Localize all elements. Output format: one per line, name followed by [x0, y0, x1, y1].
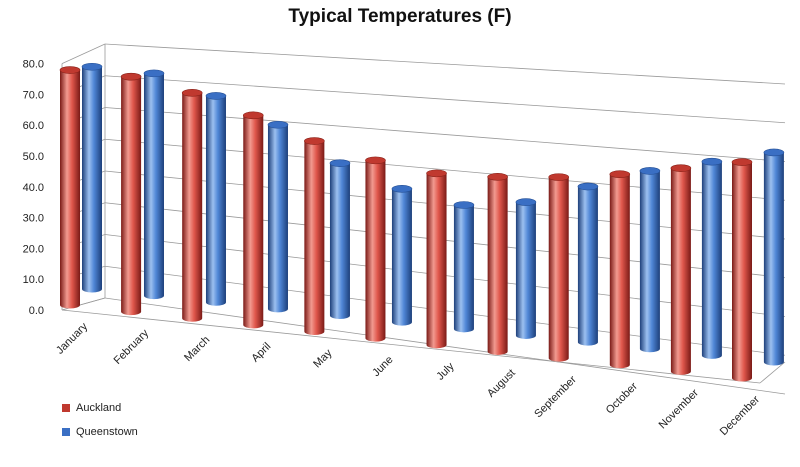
legend-label-auckland: Auckland [76, 402, 122, 414]
gridline [104, 75, 786, 124]
y-tick-label: 10.0 [23, 274, 44, 286]
legend-item-queenstown: Queenstown [62, 426, 138, 438]
y-tick-label: 20.0 [23, 243, 44, 255]
y-tick-label: 0.0 [29, 305, 44, 317]
legend-label-queenstown: Queenstown [76, 426, 138, 438]
chart-title: Typical Temperatures (F) [288, 6, 512, 27]
y-tick-label: 50.0 [23, 151, 44, 163]
bar-queenstown-december [763, 148, 785, 366]
bar-auckland-october [609, 170, 631, 369]
x-tick-label: June [370, 354, 395, 379]
bar-queenstown-july [453, 201, 475, 333]
x-tick-label: September [532, 373, 579, 420]
x-tick-label: January [54, 320, 91, 357]
bar-auckland-july [426, 169, 447, 349]
legend-item-auckland: Auckland [62, 402, 121, 414]
bar-auckland-november [670, 164, 692, 375]
bar-auckland-september [548, 173, 570, 362]
bar-queenstown-june [391, 185, 413, 326]
y-tick-label: 70.0 [23, 89, 44, 101]
bar-auckland-may [304, 137, 325, 336]
gridline-side [61, 43, 106, 64]
x-tick-label: August [485, 367, 518, 400]
bar-queenstown-february [143, 69, 165, 300]
bar-queenstown-january [81, 62, 103, 293]
bar-queenstown-september [577, 182, 599, 346]
bar-auckland-february [120, 72, 142, 316]
x-tick-label: February [112, 327, 152, 367]
gridline [104, 43, 786, 85]
bar-queenstown-may [329, 159, 351, 320]
x-tick-label: April [249, 341, 273, 365]
x-tick-label: October [604, 380, 640, 416]
bar-auckland-december [731, 158, 753, 382]
x-tick-label: March [182, 334, 212, 364]
bar-auckland-august [487, 173, 508, 355]
bar-queenstown-august [515, 198, 537, 339]
bar-queenstown-april [267, 120, 289, 313]
legend-swatch-auckland [62, 404, 70, 412]
bar-queenstown-march [205, 92, 227, 306]
y-tick-label: 30.0 [23, 213, 44, 225]
y-tick-label: 80.0 [23, 59, 44, 71]
bar-auckland-january [59, 66, 81, 309]
floor-right-edge [759, 361, 786, 384]
x-tick-label: July [434, 360, 457, 383]
x-tick-label: May [311, 347, 335, 371]
bar-queenstown-october [639, 167, 661, 353]
bar-auckland-march [181, 89, 203, 322]
y-tick-label: 60.0 [23, 120, 44, 132]
y-tick-label: 40.0 [23, 182, 44, 194]
x-tick-label: November [657, 387, 702, 432]
x-tick-label: December [718, 393, 763, 438]
bar-auckland-june [365, 156, 386, 342]
floor-front-edge [61, 309, 761, 384]
legend-swatch-queenstown [62, 428, 70, 436]
bar-queenstown-november [701, 157, 723, 359]
bar-auckland-april [242, 111, 264, 329]
